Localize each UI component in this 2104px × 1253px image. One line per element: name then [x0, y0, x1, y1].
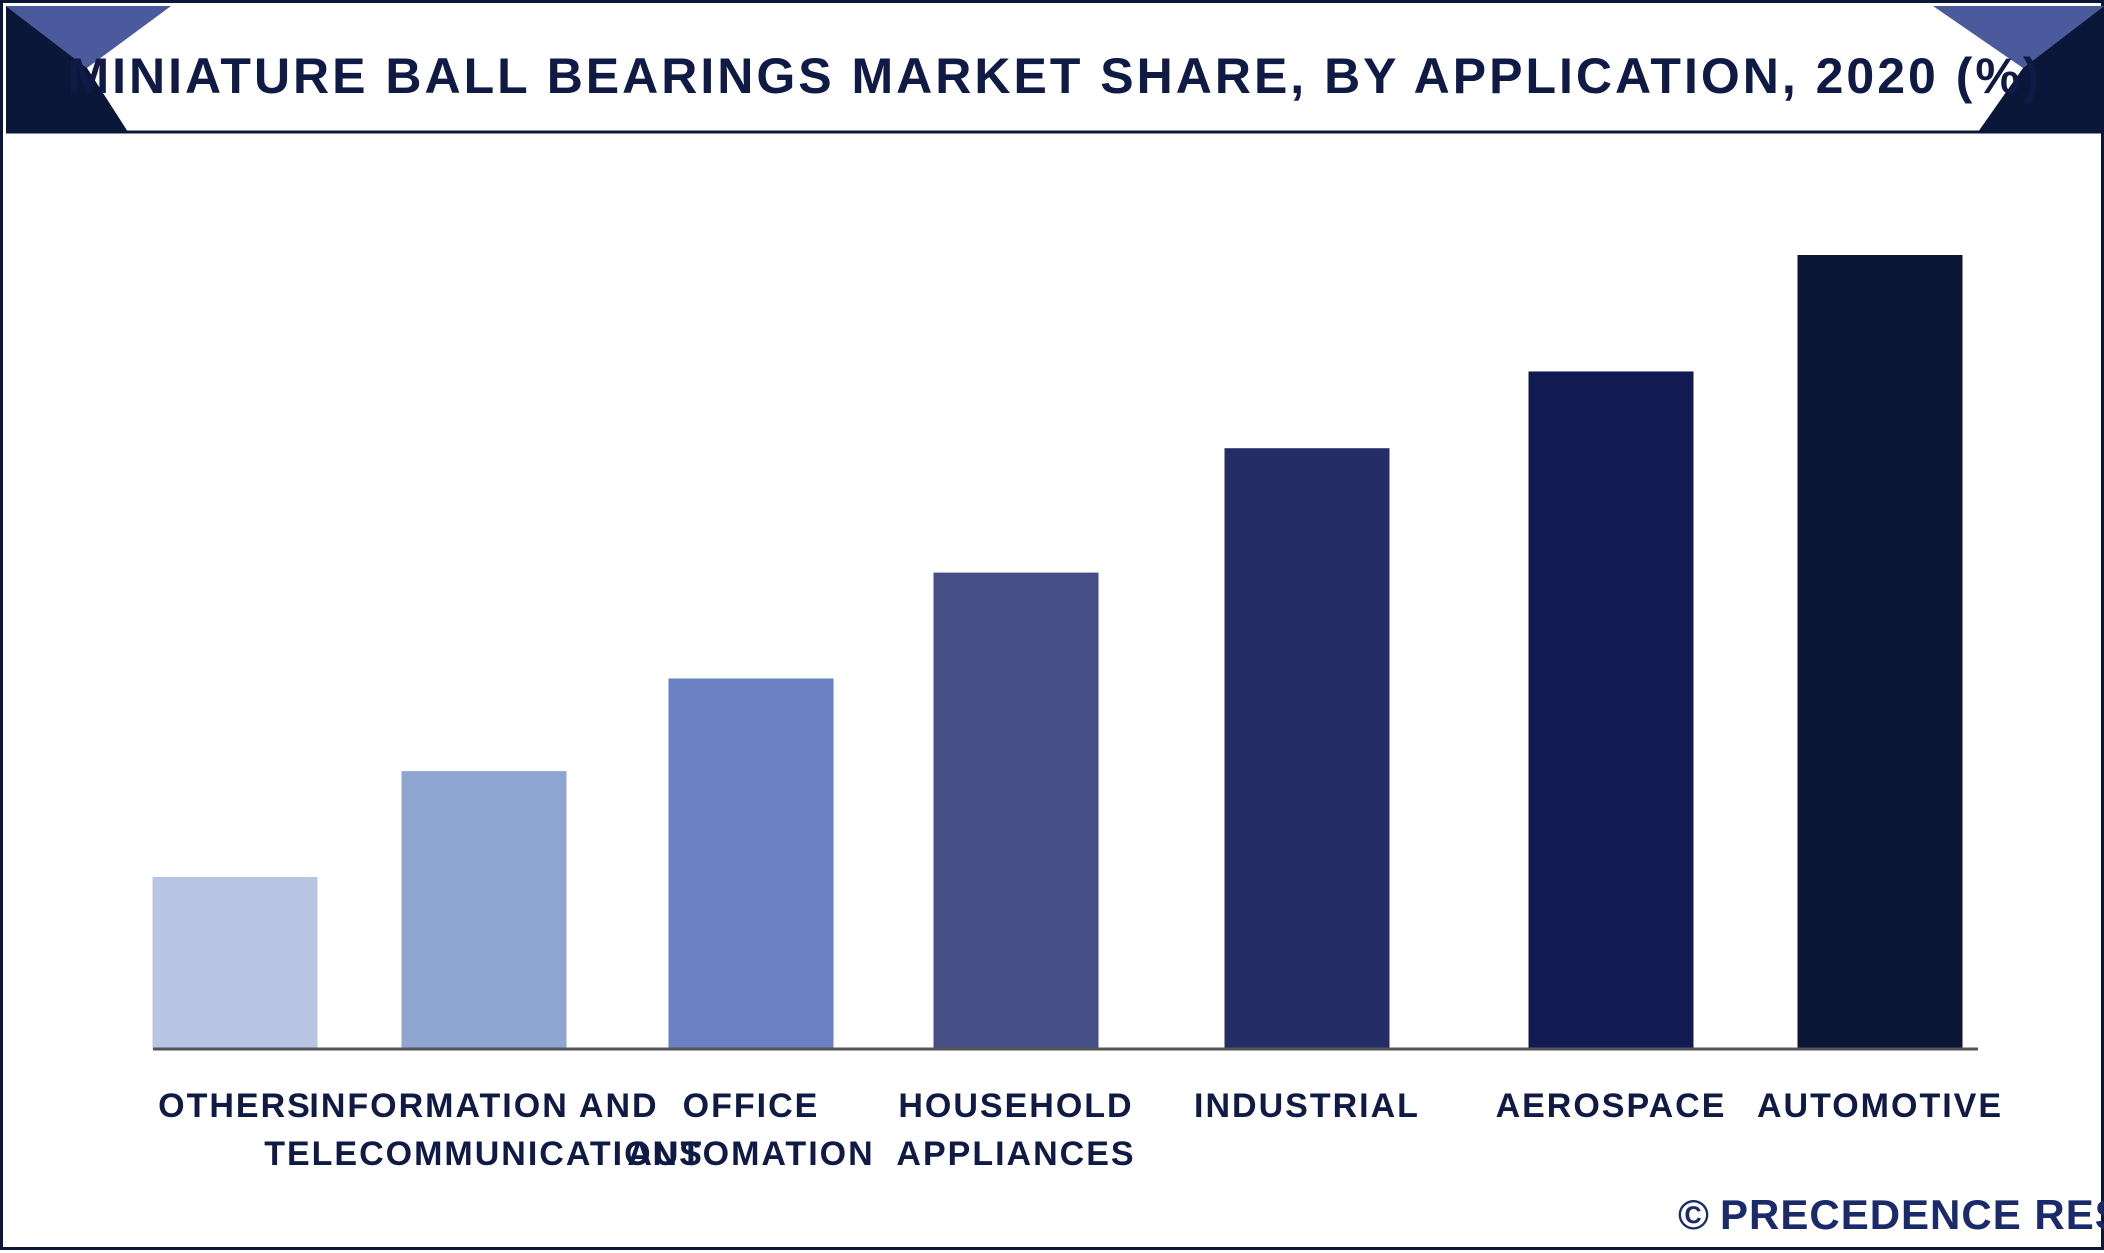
brand-name: PRECEDENCE RESEARCH: [1720, 1191, 2104, 1238]
category-label-1-line-0: INFORMATION AND: [309, 1087, 658, 1125]
corner-dark-right: [1978, 6, 2104, 132]
bar-1: [401, 771, 567, 1049]
category-label-2-line-1: AUTOMATION: [627, 1135, 874, 1173]
category-label-1-line-1: TELECOMMUNICATIONS: [264, 1135, 704, 1173]
category-label-3-line-0: HOUSEHOLD: [898, 1087, 1133, 1125]
copyright-icon: ©: [1678, 1191, 1710, 1238]
category-label-3-line-1: APPLIANCES: [896, 1135, 1135, 1173]
header-band: [6, 6, 2104, 132]
category-label-6-line-0: AUTOMOTIVE: [1757, 1087, 2003, 1125]
brand-footer: © PRECEDENCE RESEARCH: [1678, 1191, 2104, 1238]
corner-dark-left: [6, 6, 128, 132]
category-label-4-line-0: INDUSTRIAL: [1194, 1087, 1420, 1125]
bar-0: [152, 876, 318, 1049]
bar-5: [1528, 371, 1694, 1049]
bar-3: [933, 572, 1099, 1049]
category-label-0-line-0: OTHERS: [158, 1087, 312, 1125]
corner-accent-right: [1933, 6, 2104, 68]
bar-6: [1797, 255, 1963, 1049]
bars-group: [152, 255, 1963, 1049]
category-label-5-line-0: AEROSPACE: [1496, 1087, 1727, 1125]
bar-chart: MINIATURE BALL BEARINGS MARKET SHARE, BY…: [6, 6, 2104, 1238]
chart-title: MINIATURE BALL BEARINGS MARKET SHARE, BY…: [67, 48, 2042, 104]
category-label-2-line-0: OFFICE: [683, 1087, 820, 1125]
corner-accent-left: [6, 6, 171, 68]
bar-2: [668, 678, 834, 1049]
bar-4: [1224, 448, 1390, 1049]
